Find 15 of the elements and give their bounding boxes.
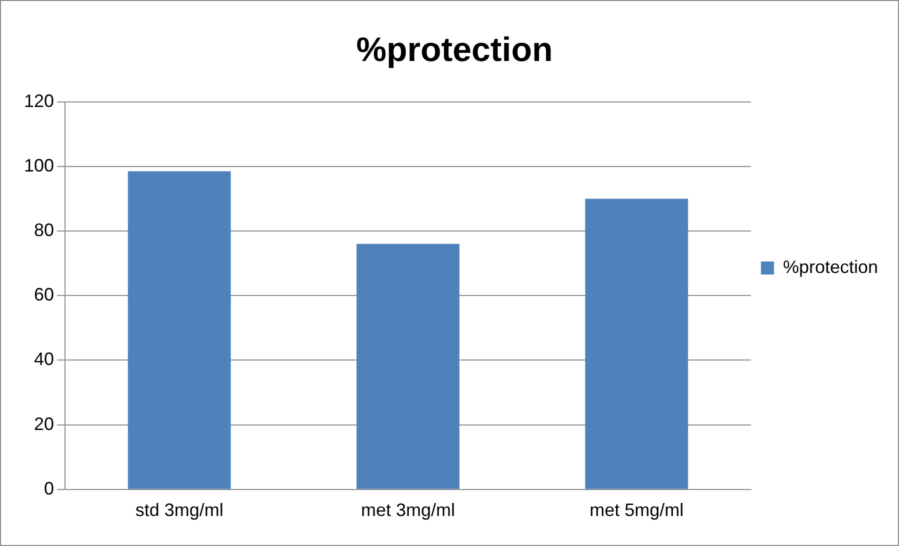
x-tick-label: std 3mg/ml: [135, 500, 224, 520]
legend-label: %protection: [782, 256, 878, 277]
y-tick-label: 80: [34, 220, 54, 240]
x-tick-label: met 3mg/ml: [360, 500, 456, 520]
y-tick-label: 120: [24, 90, 54, 111]
bar: [128, 171, 231, 489]
y-tick-label: 0: [44, 478, 54, 498]
bar: [356, 244, 460, 489]
y-tick-label: 40: [34, 349, 54, 370]
y-tick-label: 20: [34, 414, 54, 434]
x-tick-label: met 5mg/ml: [590, 500, 684, 520]
y-tick-label: 60: [34, 284, 54, 305]
bar: [585, 198, 688, 489]
y-tick-label: 100: [24, 155, 54, 176]
chart-title: %protection: [356, 30, 553, 69]
